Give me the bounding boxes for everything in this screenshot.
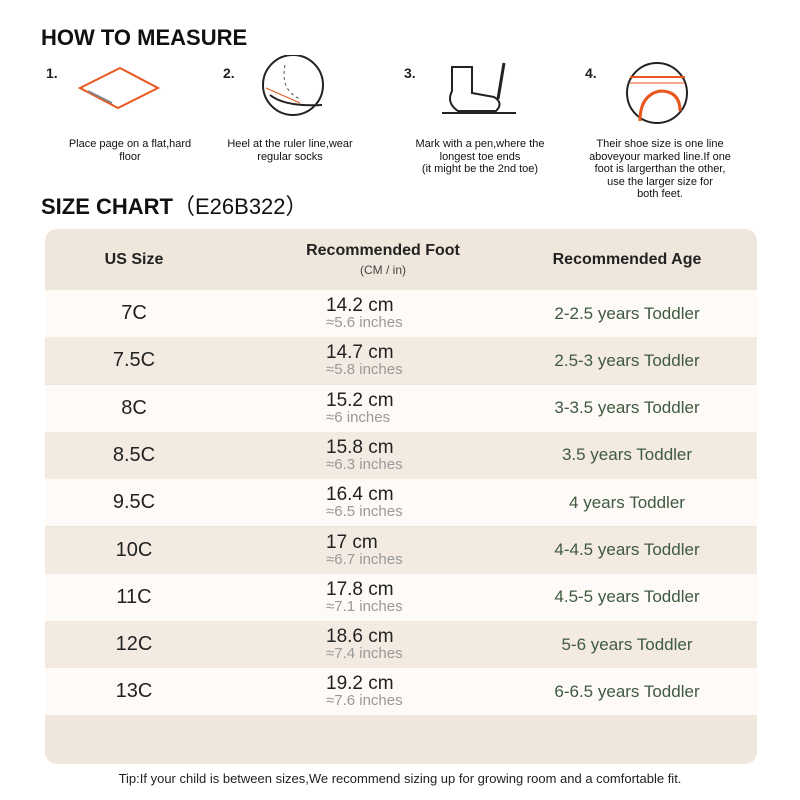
foot-inches: ≈6 inches <box>326 408 391 426</box>
age: 5-6 years Toddler <box>561 634 693 654</box>
foot-length: 17.8 cm ≈7.1 inches <box>326 574 403 621</box>
foot-inches: ≈7.1 inches <box>326 597 403 615</box>
us-size: 7.5C <box>112 349 156 372</box>
icon-foot <box>626 62 688 124</box>
step-number: 1. <box>46 65 58 81</box>
foot-length: 15.2 cm ≈6 inches <box>326 385 394 432</box>
foot-inches: ≈6.7 inches <box>326 550 403 568</box>
step-line: use the larger size for <box>607 175 713 188</box>
table-row: 8C 15.2 cm ≈6 inches 3-3.5 years Toddler <box>45 384 757 432</box>
step-text: Their shoe size is one line aboveyour mar… <box>585 138 735 201</box>
step-text: Heel at the ruler line,wear regular socks <box>215 138 365 163</box>
foot-cm: 18.6 cm <box>326 626 394 648</box>
age: 2-2.5 years Toddler <box>554 303 700 323</box>
table-row: 10C 17 cm ≈6.7 inches 4-4.5 years Toddler <box>45 526 757 574</box>
icon-page <box>77 66 161 110</box>
age: 6-6.5 years Toddler <box>554 681 700 701</box>
foot-cm: 17 cm <box>326 531 378 553</box>
us-size: 10C <box>115 538 153 561</box>
us-size: 12C <box>115 633 153 656</box>
tip: Tip:If your child is between sizes,We re… <box>118 771 682 786</box>
step-line: floor <box>119 150 141 163</box>
foot-length: 14.7 cm ≈5.8 inches <box>326 337 403 384</box>
step-text: Mark with a pen,where the longest toe end… <box>405 138 555 176</box>
header-size: US Size <box>104 250 164 268</box>
foot-length: 18.6 cm ≈7.4 inches <box>326 621 403 668</box>
table-row: 7.5C 14.7 cm ≈5.8 inches 2.5-3 years Toddle… <box>45 337 757 385</box>
us-size: 8.5C <box>112 443 156 466</box>
step-number: 4. <box>585 65 597 81</box>
step-line: regular socks <box>257 150 323 163</box>
foot-cm: 15.2 cm <box>326 389 394 411</box>
size-chart-label: SIZE CHART <box>41 194 173 219</box>
age: 4 years Toddler <box>569 492 685 512</box>
measure-icons <box>77 55 688 124</box>
foot-length: 19.2 cm ≈7.6 inches <box>326 668 403 715</box>
table-row: 12C 18.6 cm ≈7.4 inches 5-6 years Toddler <box>45 621 757 669</box>
age: 2.5-3 years Toddler <box>554 350 700 370</box>
foot-length: 15.8 cm ≈6.3 inches <box>326 432 403 479</box>
size-chart-code: （E26B322） <box>173 194 308 219</box>
icon-heel <box>262 55 324 116</box>
foot-length: 17 cm ≈6.7 inches <box>326 527 403 574</box>
foot-cm: 17.8 cm <box>326 578 394 600</box>
us-size: 11C <box>116 585 152 608</box>
table-row: 9.5C 16.4 cm ≈6.5 inches 4 years Toddler <box>45 479 757 527</box>
icon-sock <box>442 62 516 114</box>
age: 3-3.5 years Toddler <box>554 398 700 418</box>
foot-cm: 19.2 cm <box>326 673 394 695</box>
header-foot-unit: (CM / in) <box>360 263 406 277</box>
header-foot: Recommended Foot <box>306 242 460 259</box>
foot-inches: ≈5.8 inches <box>326 361 403 379</box>
step-number: 3. <box>404 65 416 81</box>
step-line: both feet. <box>637 188 683 200</box>
step-text: Place page on a flat,hard floor <box>55 138 205 163</box>
age: 4.5-5 years Toddler <box>554 587 700 607</box>
size-chart-title: SIZE CHART（E26B322） <box>41 189 308 221</box>
foot-inches: ≈7.6 inches <box>326 692 403 710</box>
age: 4-4.5 years Toddler <box>554 540 700 559</box>
foot-length: 16.4 cm ≈6.5 inches <box>326 479 403 526</box>
foot-inches: ≈6.3 inches <box>326 455 403 473</box>
step-line: foot is largerthan the other, <box>594 163 726 175</box>
table-row: 11C 17.8 cm ≈7.1 inches 4.5-5 years Toddler <box>45 573 757 621</box>
foot-cm: 14.2 cm <box>326 295 394 316</box>
step-line: aboveyour marked line.If one <box>589 150 731 163</box>
step-line: longest toe ends <box>439 150 521 163</box>
foot-cm: 16.4 cm <box>326 484 394 506</box>
header-age: Recommended Age <box>552 250 702 268</box>
us-size: 8C <box>121 396 147 419</box>
us-size: 9.5C <box>112 491 156 514</box>
header-foot-cell: Recommended Foot (CM / in) <box>223 229 543 290</box>
foot-inches: ≈7.4 inches <box>326 645 403 663</box>
size-table: US Size Recommended Foot (CM / in) Recom… <box>45 229 757 764</box>
us-size: 13C <box>115 680 153 703</box>
measure-title: HOW TO MEASURE <box>41 25 248 50</box>
foot-cm: 15.8 cm <box>326 436 394 458</box>
foot-inches: ≈5.6 inches <box>326 314 403 331</box>
step-line: (it might be the 2nd toe) <box>421 163 539 175</box>
step-number: 2. <box>223 65 235 81</box>
step-line: Heel at the ruler line,wear <box>227 138 353 150</box>
us-size: 7C <box>121 302 147 324</box>
table-row: 13C 19.2 cm ≈7.6 inches 6-6.5 years Toddler <box>45 668 757 716</box>
step-line: Their shoe size is one line <box>596 138 724 150</box>
table-row: 7C 14.2 cm ≈5.6 inches 2-2.5 years Toddler <box>45 290 757 337</box>
foot-length: 14.2 cm ≈5.6 inches <box>326 290 403 337</box>
header-row: US Size Recommended Foot (CM / in) Recom… <box>45 229 757 290</box>
step-line: Place page on a flat,hard <box>68 138 192 150</box>
table-row: 8.5C 15.8 cm ≈6.3 inches 3.5 years Toddler <box>45 431 757 479</box>
age: 3.5 years Toddler <box>561 445 693 465</box>
foot-cm: 14.7 cm <box>326 342 394 364</box>
foot-inches: ≈6.5 inches <box>326 503 403 521</box>
step-line: Mark with a pen,where the <box>415 138 545 150</box>
